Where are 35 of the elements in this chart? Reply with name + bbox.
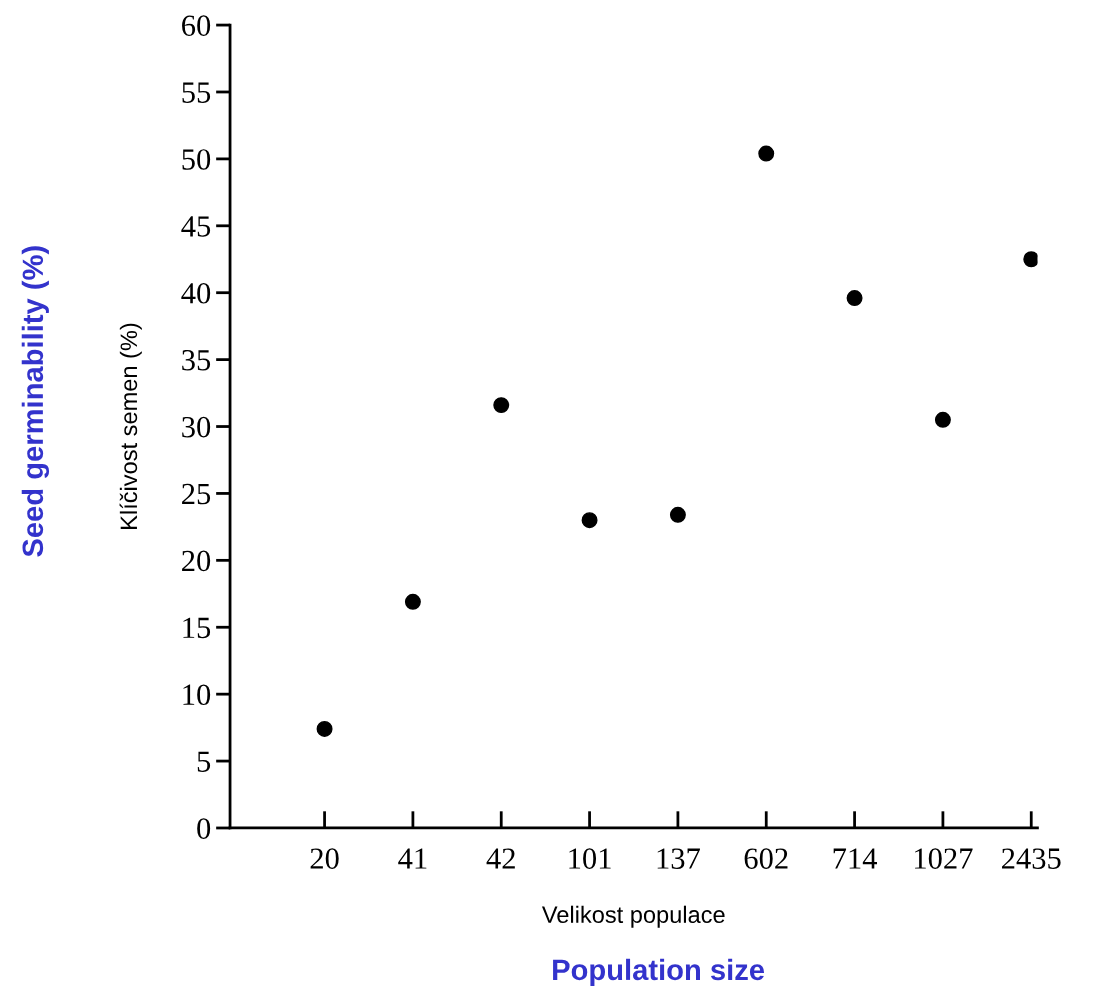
x-tick-label: 2435 <box>1002 848 1061 869</box>
text: Seed germinability (%) <box>21 246 50 557</box>
text: Population size <box>553 958 765 986</box>
point <box>316 720 333 737</box>
x-tick-label: 20 <box>310 848 339 869</box>
y-tick-label: 20 <box>182 550 211 572</box>
y-axis-title: Klíčivost semen (%) <box>119 323 142 529</box>
x-axis-title: Velikost populace <box>541 905 725 928</box>
y-tick-label: 35 <box>182 349 211 371</box>
point <box>669 506 686 523</box>
y-tick-label: 10 <box>183 684 211 706</box>
point <box>493 397 510 414</box>
y-tick-label: 30 <box>182 416 211 438</box>
y-tick-label: 0 <box>197 818 211 839</box>
point <box>404 593 421 610</box>
y-tick-label: 50 <box>182 149 211 170</box>
x-tick-label: 137 <box>657 848 700 869</box>
y-tick-label: 45 <box>181 216 211 237</box>
point <box>934 411 951 428</box>
x-tick-label: 1027 <box>915 848 973 869</box>
point <box>758 145 775 162</box>
y-tick-label: 55 <box>182 82 211 103</box>
x-tick-label: 714 <box>833 848 878 869</box>
point <box>1023 251 1038 268</box>
y-tick-label: 40 <box>181 282 211 304</box>
x-tick-label: 602 <box>744 848 788 869</box>
y-tick-label: 15 <box>183 617 211 639</box>
y-tick-label: 25 <box>182 483 211 505</box>
point <box>581 512 598 529</box>
x-tick-label: 42 <box>486 848 515 869</box>
y-tick-label: 5 <box>197 751 211 772</box>
point <box>846 290 863 307</box>
x-tick-label: 41 <box>398 848 427 869</box>
y-tick-label: 60 <box>182 15 211 36</box>
x-tick-label: 101 <box>569 848 611 869</box>
